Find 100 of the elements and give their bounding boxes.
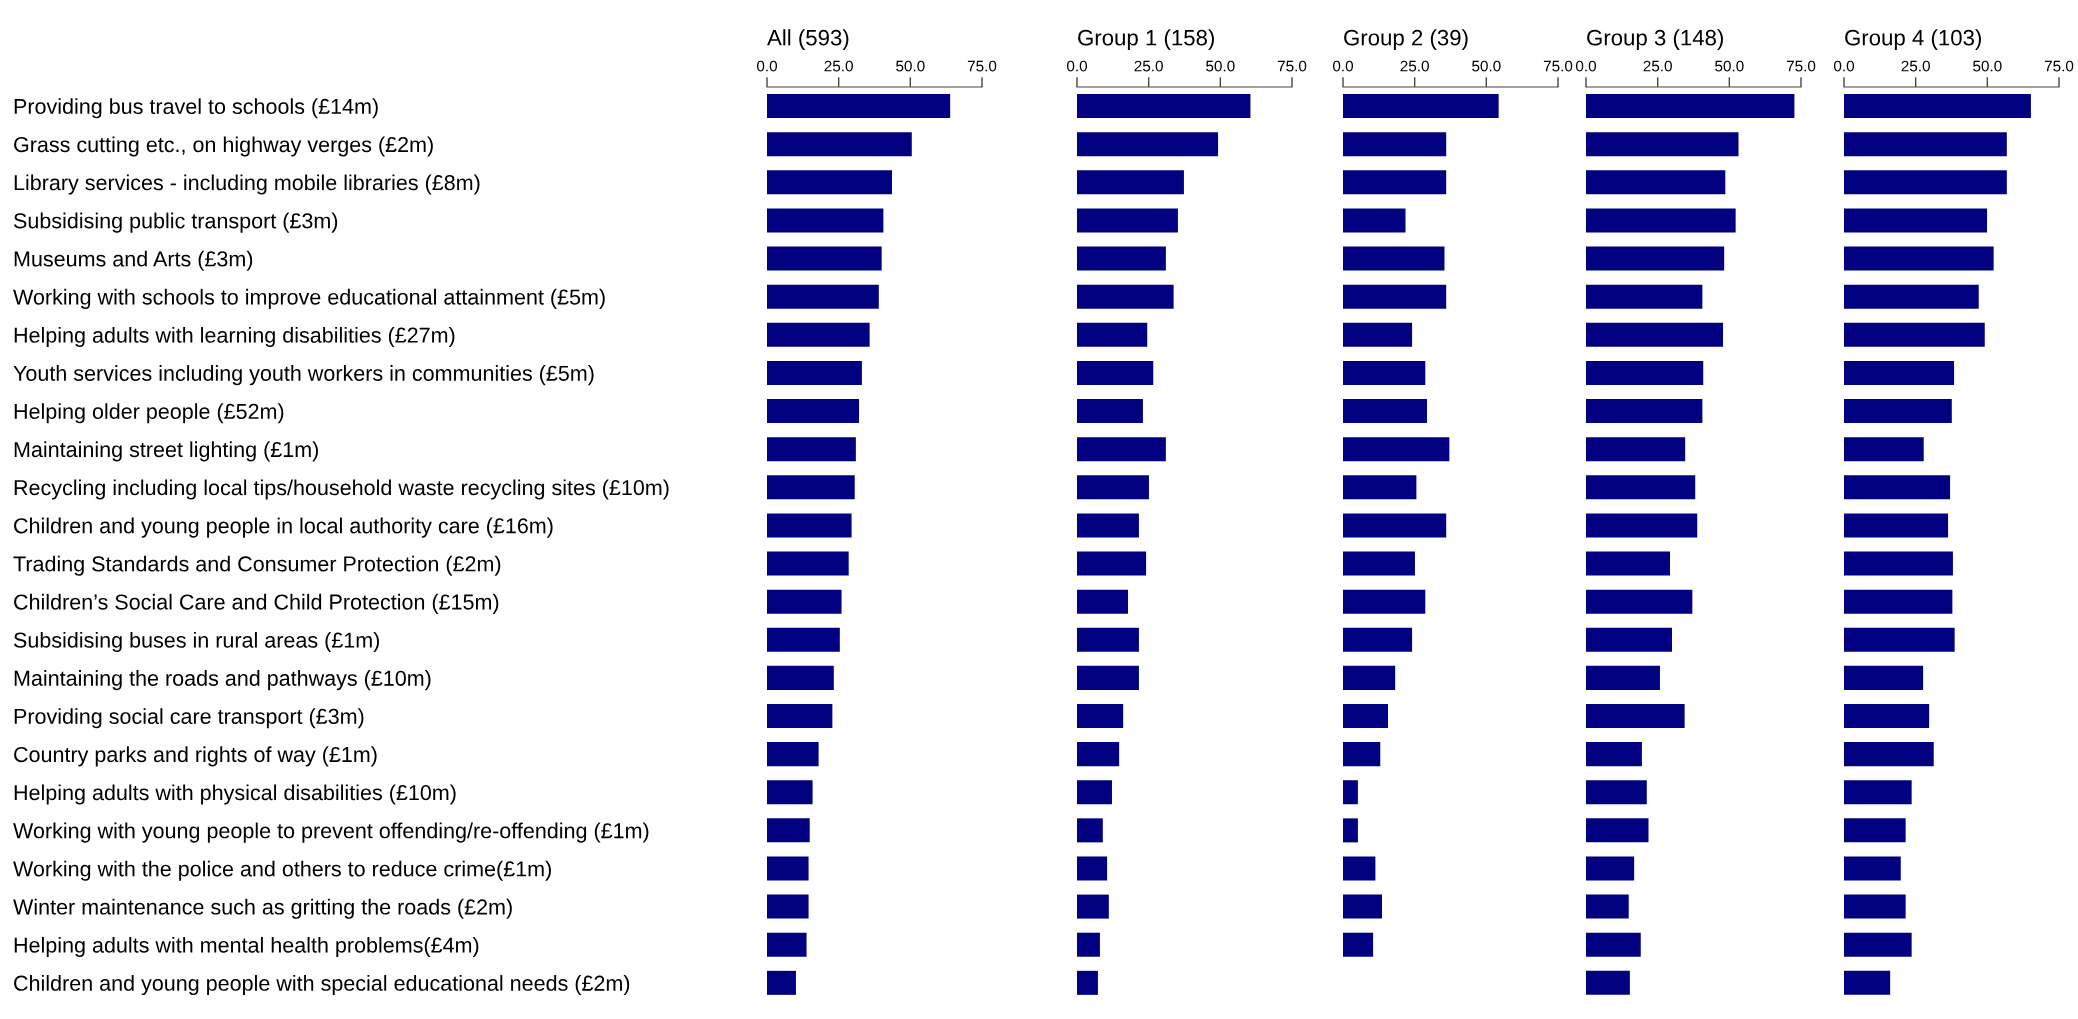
bar [1844, 970, 1891, 995]
y-tick-label: Subsidising buses in rural areas (£1m) [13, 631, 379, 653]
x-tick-label: 75.0 [1786, 60, 1816, 72]
bar [1077, 208, 1178, 233]
bar [1586, 742, 1642, 767]
bar [1844, 703, 1930, 729]
bar [1343, 399, 1427, 424]
y-tick-label: Recycling including local tips/household waste recycling sites (£10m) [14, 479, 669, 500]
y-tick-label: Trading Standards and Consumer Protection (£2m) [13, 555, 501, 576]
bar [1586, 703, 1685, 729]
bar [767, 170, 892, 195]
bar [1077, 94, 1251, 119]
x-tick-label: 0.0 [1833, 60, 1855, 72]
bar [1586, 360, 1704, 385]
bar [1586, 208, 1736, 233]
bar [1343, 94, 1499, 119]
bar [1844, 665, 1924, 690]
bar [767, 322, 870, 347]
chart-title: All (593) [767, 29, 849, 50]
bar [1586, 551, 1670, 576]
bar [1586, 170, 1726, 195]
bar [767, 360, 862, 385]
bar [767, 627, 840, 652]
bar [1343, 856, 1376, 881]
bar [1077, 856, 1108, 881]
y-tick-label: Museums and Arts (£3m) [14, 250, 253, 271]
bar [767, 284, 879, 309]
bar [1077, 284, 1174, 309]
bar [1844, 208, 1988, 233]
bar [1844, 170, 2007, 195]
bar [1343, 437, 1450, 462]
y-tick-label: Helping adults with physical disabilities (£10m) [14, 784, 456, 805]
x-tick-label: 0.0 [1332, 60, 1354, 72]
chart-title: Group 2 (39) [1344, 29, 1468, 50]
y-tick-label: Country parks and rights of way (£1m) [14, 746, 377, 767]
bar [1844, 742, 1934, 767]
bar [1586, 132, 1739, 157]
bar [1844, 513, 1949, 538]
bar [767, 94, 951, 119]
x-tick-label: 50.0 [896, 60, 925, 72]
bar [1844, 551, 1953, 576]
x-tick-label: 50.0 [1715, 60, 1744, 72]
x-tick-label: 75.0 [967, 60, 997, 72]
bar [767, 780, 813, 805]
y-tick-label: Helping adults with mental health problems(£4m) [14, 936, 479, 957]
bar [1343, 132, 1447, 157]
chart-title: Group 1 (158) [1078, 29, 1214, 50]
bar [1077, 742, 1120, 767]
bar [767, 970, 796, 995]
chart-title: Group 4 (103) [1845, 29, 1981, 50]
y-tick-label: Providing bus travel to schools (£14m) [14, 98, 378, 119]
bar [1077, 818, 1103, 843]
bar [1077, 894, 1109, 919]
bar [1343, 208, 1406, 233]
bar [767, 208, 884, 233]
bar [1586, 589, 1693, 614]
bar [1077, 246, 1166, 271]
x-tick-label: 25.0 [824, 60, 853, 72]
bar [767, 703, 833, 729]
bar [1077, 703, 1124, 729]
bar [767, 246, 882, 271]
bar [1586, 894, 1629, 919]
bar [1343, 170, 1447, 195]
bar [1844, 856, 1901, 881]
bar [1343, 322, 1413, 347]
bar [767, 589, 842, 614]
bar [1844, 399, 1952, 424]
x-tick-label: 50.0 [1472, 60, 1501, 72]
bar [1077, 513, 1139, 538]
bar [1586, 322, 1724, 347]
bar [767, 399, 860, 424]
x-tick-label: 0.0 [1066, 60, 1088, 72]
bar [767, 856, 809, 881]
x-tick-label: 50.0 [1206, 60, 1235, 72]
bar [767, 437, 856, 462]
bar [1343, 894, 1382, 919]
bar [767, 818, 810, 843]
x-tick-label: 25.0 [1134, 60, 1163, 72]
bar [1343, 246, 1445, 271]
bar [1077, 170, 1184, 195]
y-tick-label: Grass cutting etc., on highway verges (£2m) [14, 136, 433, 157]
x-tick-label: 50.0 [1973, 60, 2002, 72]
bar [1844, 284, 1979, 309]
x-tick-label: 75.0 [1543, 60, 1573, 72]
y-tick-label: Children and young people in local authority care (£16m) [14, 517, 553, 538]
bar [1844, 437, 1924, 462]
x-tick-label: 75.0 [2044, 60, 2074, 72]
bar [1586, 94, 1795, 119]
bar [1586, 513, 1698, 538]
bar [767, 742, 819, 767]
bar [1077, 589, 1129, 614]
bar [1586, 399, 1703, 424]
bar [1077, 780, 1112, 805]
bar [1586, 437, 1686, 462]
bar [1077, 437, 1166, 462]
bar [1077, 322, 1148, 347]
bar [1586, 780, 1647, 805]
y-tick-label: Working with schools to improve educational attainment (£5m) [13, 288, 605, 309]
bar [1844, 246, 1994, 271]
y-tick-label: Working with the police and others to reduce crime(£1m) [13, 860, 551, 881]
